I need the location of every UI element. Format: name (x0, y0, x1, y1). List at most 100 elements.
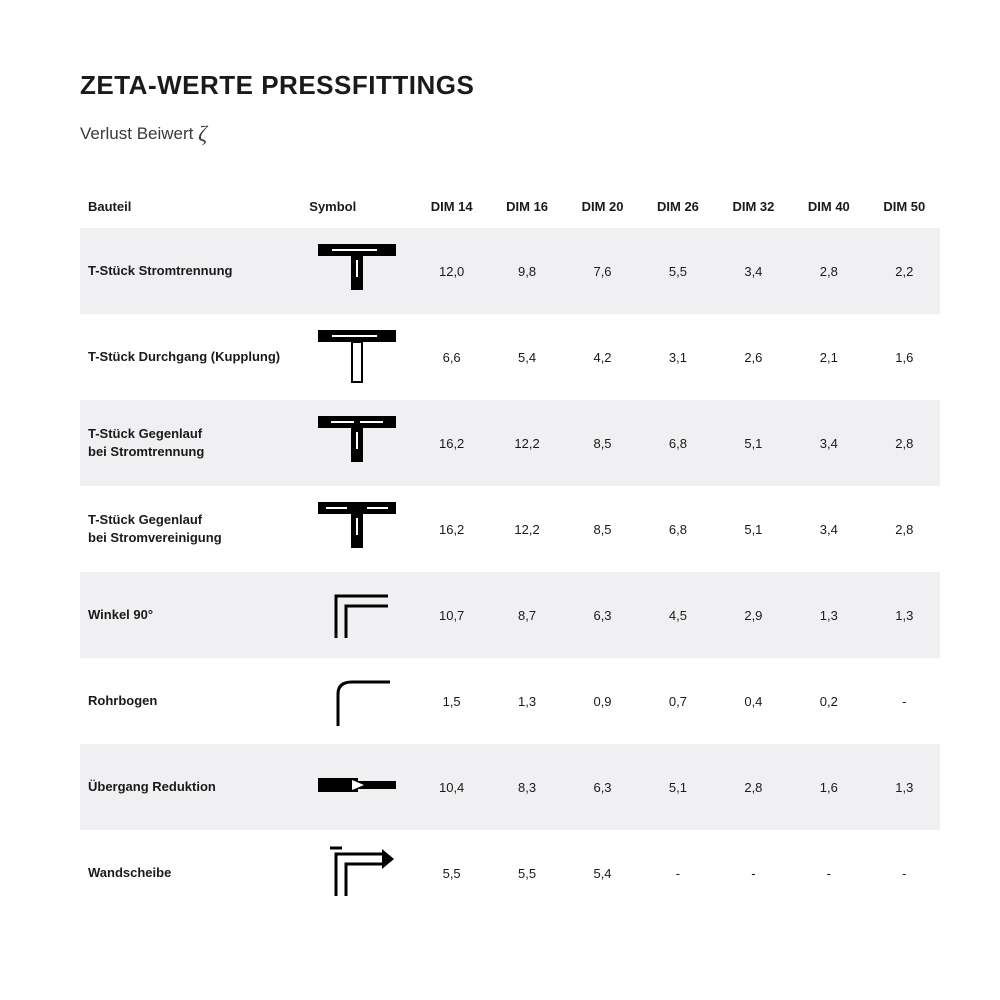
cell-value: - (865, 658, 940, 744)
zeta-table: Bauteil Symbol DIM 14 DIM 16 DIM 20 DIM … (80, 185, 940, 916)
cell-value: 1,3 (487, 658, 562, 744)
cell-value: - (789, 830, 864, 916)
cell-value: - (865, 830, 940, 916)
table-row: Rohrbogen1,51,30,90,70,40,2- (80, 658, 940, 744)
cell-value: 0,4 (714, 658, 789, 744)
cell-value: 6,6 (412, 314, 487, 400)
row-name: Winkel 90° (80, 572, 301, 658)
row-symbol (301, 744, 412, 830)
table-row: T-Stück Stromtrennung12,09,87,65,53,42,8… (80, 228, 940, 314)
row-symbol (301, 228, 412, 314)
row-symbol (301, 314, 412, 400)
row-symbol (301, 830, 412, 916)
cell-value: 9,8 (487, 228, 562, 314)
cell-value: - (714, 830, 789, 916)
table-row: T-Stück Durchgang (Kupplung) 6,65,44,23,1… (80, 314, 940, 400)
cell-value: 8,7 (487, 572, 562, 658)
elbow-round-icon (312, 668, 402, 732)
col-dim14: DIM 14 (412, 185, 487, 228)
cell-value: 5,5 (487, 830, 562, 916)
cell-value: 6,3 (563, 572, 638, 658)
table-row: Winkel 90°10,78,76,34,52,91,31,3 (80, 572, 940, 658)
cell-value: 3,4 (714, 228, 789, 314)
cell-value: 5,1 (714, 486, 789, 572)
col-dim26: DIM 26 (638, 185, 713, 228)
cell-value: 12,2 (487, 400, 562, 486)
cell-value: 8,5 (563, 486, 638, 572)
elbow-square-icon (312, 582, 402, 646)
table-header: Bauteil Symbol DIM 14 DIM 16 DIM 20 DIM … (80, 185, 940, 228)
cell-value: 7,6 (563, 228, 638, 314)
cell-value: 16,2 (412, 400, 487, 486)
table-body: T-Stück Stromtrennung12,09,87,65,53,42,8… (80, 228, 940, 916)
col-dim32: DIM 32 (714, 185, 789, 228)
reducer-icon (312, 754, 402, 818)
cell-value: 5,4 (563, 830, 638, 916)
cell-value: 10,7 (412, 572, 487, 658)
row-name: Rohrbogen (80, 658, 301, 744)
col-symbol: Symbol (301, 185, 412, 228)
zeta-symbol: ζ (198, 121, 207, 146)
cell-value: 0,2 (789, 658, 864, 744)
cell-value: 3,1 (638, 314, 713, 400)
cell-value: 2,8 (714, 744, 789, 830)
cell-value: 1,3 (789, 572, 864, 658)
cell-value: 8,5 (563, 400, 638, 486)
cell-value: 12,0 (412, 228, 487, 314)
row-symbol (301, 486, 412, 572)
cell-value: 2,8 (865, 486, 940, 572)
page-title: ZETA-WERTE PRESSFITTINGS (80, 70, 940, 101)
cell-value: 2,2 (865, 228, 940, 314)
cell-value: 1,3 (865, 744, 940, 830)
cell-value: 2,6 (714, 314, 789, 400)
cell-value: 10,4 (412, 744, 487, 830)
t-through-icon (312, 324, 402, 388)
row-name: Übergang Reduktion (80, 744, 301, 830)
row-name: T-Stück Durchgang (Kupplung) (80, 314, 301, 400)
cell-value: 2,9 (714, 572, 789, 658)
table-row: Übergang Reduktion 10,48,36,35,12,81,61,3 (80, 744, 940, 830)
table-row: T-Stück Gegenlaufbei Stromvereinigung 16,… (80, 486, 940, 572)
cell-value: 4,2 (563, 314, 638, 400)
table-row: T-Stück Gegenlaufbei Stromtrennung 16,212… (80, 400, 940, 486)
cell-value: 4,5 (638, 572, 713, 658)
cell-value: 16,2 (412, 486, 487, 572)
row-name: Wandscheibe (80, 830, 301, 916)
t-split-down-icon (312, 238, 402, 302)
col-dim16: DIM 16 (487, 185, 562, 228)
cell-value: 12,2 (487, 486, 562, 572)
cell-value: 6,8 (638, 400, 713, 486)
cell-value: 2,8 (865, 400, 940, 486)
page-subtitle: Verlust Beiwert ζ (80, 119, 940, 145)
cell-value: 1,3 (865, 572, 940, 658)
row-name: T-Stück Gegenlaufbei Stromvereinigung (80, 486, 301, 572)
table-row: Wandscheibe5,55,55,4---- (80, 830, 940, 916)
col-dim20: DIM 20 (563, 185, 638, 228)
cell-value: 1,5 (412, 658, 487, 744)
cell-value: 2,1 (789, 314, 864, 400)
cell-value: 8,3 (487, 744, 562, 830)
cell-value: 5,5 (638, 228, 713, 314)
cell-value: - (638, 830, 713, 916)
col-bauteil: Bauteil (80, 185, 301, 228)
wall-elbow-icon (312, 840, 402, 904)
cell-value: 0,7 (638, 658, 713, 744)
subtitle-prefix: Verlust Beiwert (80, 124, 198, 143)
cell-value: 5,1 (638, 744, 713, 830)
cell-value: 3,4 (789, 400, 864, 486)
cell-value: 3,4 (789, 486, 864, 572)
row-symbol (301, 658, 412, 744)
col-dim40: DIM 40 (789, 185, 864, 228)
row-name: T-Stück Gegenlaufbei Stromtrennung (80, 400, 301, 486)
cell-value: 5,1 (714, 400, 789, 486)
cell-value: 5,5 (412, 830, 487, 916)
t-counter-split-icon (312, 410, 402, 474)
cell-value: 6,8 (638, 486, 713, 572)
row-symbol (301, 572, 412, 658)
cell-value: 5,4 (487, 314, 562, 400)
row-symbol (301, 400, 412, 486)
cell-value: 1,6 (789, 744, 864, 830)
t-counter-merge-icon (312, 496, 402, 560)
cell-value: 6,3 (563, 744, 638, 830)
col-dim50: DIM 50 (865, 185, 940, 228)
